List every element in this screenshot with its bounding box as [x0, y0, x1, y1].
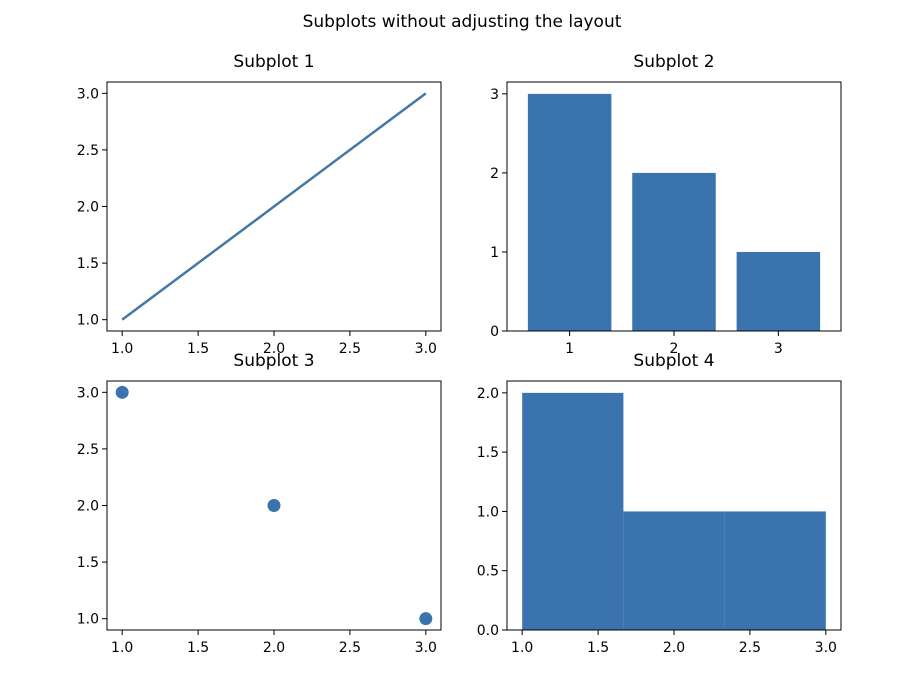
subplot-title: Subplot 1	[233, 52, 314, 72]
x-tick-label: 2.0	[663, 640, 685, 656]
bar-1	[527, 93, 612, 331]
x-tick-label: 1.0	[511, 640, 533, 656]
x-tick-label: 1.5	[187, 640, 209, 656]
series-line	[121, 92, 427, 321]
bar-3	[736, 251, 821, 331]
subplot-title: Subplot 3	[233, 351, 314, 371]
y-tick-label: 3	[490, 87, 499, 103]
hist-bar-1	[522, 392, 624, 630]
scatter-point-2	[267, 499, 281, 512]
x-tick-label: 3.0	[815, 640, 837, 656]
x-tick-label: 2	[670, 341, 679, 357]
x-tick-label: 2.0	[263, 341, 285, 357]
figure-suptitle: Subplots without adjusting the layout	[303, 12, 622, 32]
x-tick-label: 2.0	[263, 640, 285, 656]
scatter-point-1	[115, 385, 129, 399]
subplot-3: 1.0 1.5 2.0 2.5 3.0 1.0 1.5 2.0 2.5 3.0 Subplot 3	[77, 351, 442, 656]
y-tick-label: 2	[490, 166, 499, 182]
scatter-point-3	[419, 612, 433, 626]
x-tick-label: 2.5	[339, 341, 361, 357]
y-tick-label: 2.0	[77, 200, 99, 216]
subplot-1: 1.0 1.5 2.0 2.5 3.0 1.0 1.5 2.0 2.5 3.0 Subplot 1	[77, 52, 442, 357]
y-tick-label: 1.5	[77, 555, 99, 571]
y-tick-label: 2.0	[477, 386, 499, 402]
y-tick-label: 1	[490, 245, 499, 261]
y-tick-label: 0.5	[477, 564, 499, 580]
x-tick-label: 1.5	[587, 640, 609, 656]
y-tick-label: 1.0	[77, 313, 99, 329]
subplot-title: Subplot 2	[633, 52, 714, 72]
y-tick-label: 1.0	[477, 504, 499, 520]
bar-2	[632, 172, 716, 331]
y-tick-label: 0	[490, 324, 499, 340]
y-tick-label: 2.0	[77, 499, 99, 515]
y-tick-label: 3.0	[77, 86, 99, 102]
x-tick-label: 1.0	[111, 640, 133, 656]
y-tick-label: 2.5	[77, 143, 99, 159]
y-tick-label: 1.5	[477, 445, 499, 461]
subplot-4: 1.0 1.5 2.0 2.5 3.0 0.0 0.5 1.0 1.5 2.0 Subplot 4	[477, 351, 842, 656]
x-tick-label: 3.0	[415, 341, 437, 357]
hist-bar-2	[623, 511, 725, 630]
x-tick-label: 2.5	[739, 640, 761, 656]
y-tick-label: 1.0	[77, 612, 99, 628]
y-tick-label: 2.5	[77, 442, 99, 458]
subplot-2: 1 2 3 0 1 2 3 Subplot 2	[490, 52, 842, 357]
x-tick-label: 1.5	[187, 341, 209, 357]
x-tick-label: 1.0	[111, 341, 133, 357]
x-tick-label: 1	[565, 341, 574, 357]
subplot-title: Subplot 4	[633, 351, 714, 371]
x-tick-label: 2.5	[339, 640, 361, 656]
y-tick-label: 1.5	[77, 256, 99, 272]
x-tick-label: 3	[774, 341, 783, 357]
y-tick-label: 3.0	[77, 385, 99, 401]
x-tick-label: 3.0	[415, 640, 437, 656]
hist-bar-3	[724, 511, 826, 630]
y-tick-label: 0.0	[477, 623, 499, 639]
